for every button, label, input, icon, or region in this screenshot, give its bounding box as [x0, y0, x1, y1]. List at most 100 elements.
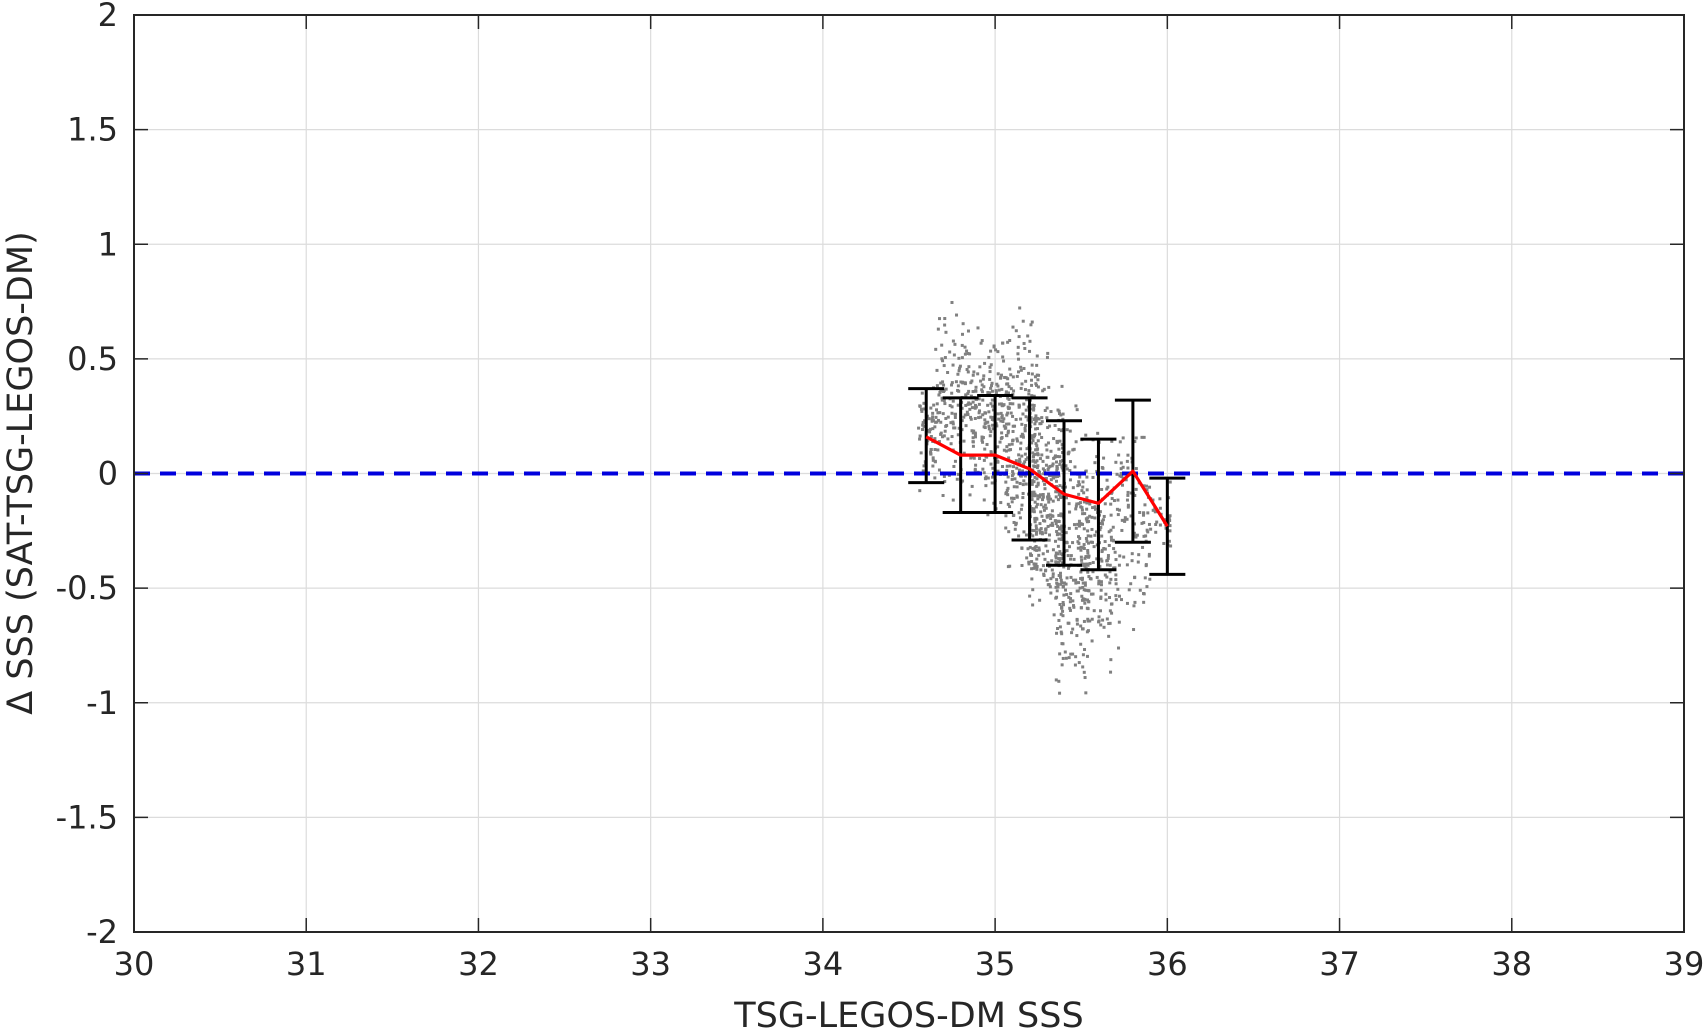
scatter-point [1068, 510, 1072, 514]
scatter-point [952, 464, 956, 468]
scatter-point [1062, 593, 1066, 597]
scatter-point [1006, 396, 1010, 400]
scatter-point [1030, 372, 1034, 376]
scatter-point [962, 451, 966, 455]
scatter-point [1114, 578, 1118, 582]
scatter-point [1095, 455, 1099, 459]
scatter-point [1033, 546, 1037, 550]
scatter-point [1093, 533, 1097, 537]
scatter-point [969, 456, 973, 460]
scatter-point [1051, 462, 1055, 466]
scatter-point [996, 350, 1000, 354]
scatter-point [1071, 652, 1075, 656]
scatter-point [1054, 490, 1058, 494]
scatter-point [966, 370, 970, 374]
scatter-point [1060, 581, 1064, 585]
scatter-point [944, 417, 948, 421]
scatter-point [1085, 518, 1089, 522]
scatter-point [1065, 576, 1069, 580]
scatter-point [1077, 492, 1081, 496]
scatter-point [951, 422, 955, 426]
scatter-point [1030, 577, 1034, 581]
scatter-point [1032, 406, 1036, 410]
scatter-point [1099, 609, 1103, 613]
scatter-point [1032, 408, 1036, 412]
scatter-point [1038, 457, 1042, 461]
scatter-point [1030, 320, 1034, 324]
scatter-point [969, 394, 973, 398]
scatter-point [1037, 469, 1041, 473]
scatter-point [1019, 386, 1023, 390]
scatter-point [1078, 522, 1082, 526]
scatter-point [1011, 402, 1015, 406]
scatter-point [1011, 496, 1015, 500]
scatter-point [1006, 486, 1010, 490]
scatter-point [1142, 600, 1146, 604]
scatter-point [1011, 375, 1015, 379]
x-axis-label: TSG-LEGOS-DM SSS [733, 996, 1083, 1031]
scatter-point [1098, 528, 1102, 532]
scatter-point [1006, 411, 1010, 415]
scatter-point [1075, 408, 1079, 412]
scatter-point [985, 442, 989, 446]
scatter-point [1021, 496, 1025, 500]
scatter-point [1029, 323, 1033, 327]
scatter-point [1077, 519, 1081, 523]
scatter-point [1168, 514, 1172, 518]
scatter-point [1109, 502, 1113, 506]
scatter-point [1005, 413, 1009, 417]
scatter-point [1054, 519, 1058, 523]
scatter-point [967, 365, 971, 369]
scatter-point [1099, 580, 1103, 584]
x-tick-label: 36 [1147, 945, 1188, 983]
scatter-point [1112, 566, 1116, 570]
scatter-point [1035, 477, 1039, 481]
scatter-point [1047, 538, 1051, 542]
scatter-point [969, 417, 973, 421]
scatter-point [1077, 535, 1081, 539]
scatter-point [984, 411, 988, 415]
scatter-point [1079, 548, 1083, 552]
scatter-point [1079, 570, 1083, 574]
scatter-point [1074, 440, 1078, 444]
scatter-point [1072, 605, 1076, 609]
scatter-point [1049, 449, 1053, 453]
scatter-point [956, 384, 960, 388]
scatter-point [1049, 591, 1053, 595]
scatter-point [1064, 531, 1068, 535]
scatter-point [1090, 617, 1094, 621]
scatter-point [1002, 448, 1006, 452]
scatter-point [1035, 363, 1039, 367]
scatter-point [978, 365, 982, 369]
scatter-point [1133, 600, 1137, 604]
scatter-point [1050, 464, 1054, 468]
scatter-point [1116, 587, 1120, 591]
scatter-point [941, 380, 945, 384]
scatter-point [1041, 552, 1045, 556]
scatter-point [1011, 429, 1015, 433]
scatter-point [1072, 604, 1076, 608]
scatter-point [1126, 505, 1130, 509]
scatter-point [1123, 516, 1127, 520]
scatter-point [956, 433, 960, 437]
scatter-point [964, 424, 968, 428]
scatter-point [1055, 455, 1059, 459]
scatter-point [1089, 577, 1093, 581]
scatter-point [951, 420, 955, 424]
scatter-point [957, 356, 961, 360]
scatter-point [1043, 482, 1047, 486]
scatter-point [1080, 558, 1084, 562]
scatter-point [1074, 526, 1078, 530]
scatter-point [1069, 652, 1073, 656]
scatter-point [1038, 522, 1042, 526]
scatter-point [1085, 654, 1089, 658]
scatter-point [946, 371, 950, 375]
scatter-point [1142, 511, 1146, 515]
scatter-point [1036, 453, 1040, 457]
scatter-point [1134, 436, 1138, 440]
scatter-point [1037, 546, 1041, 550]
scatter-point [991, 466, 995, 470]
scatter-point [1015, 480, 1019, 484]
scatter-point [1142, 534, 1146, 538]
scatter-point [1081, 581, 1085, 585]
